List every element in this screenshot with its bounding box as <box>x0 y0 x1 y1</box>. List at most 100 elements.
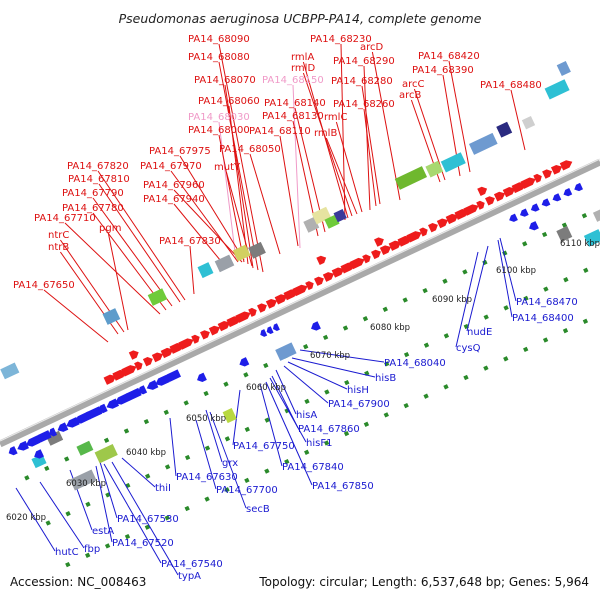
reverse-gene-arrow <box>266 326 274 334</box>
reverse-gene-arrow <box>530 203 540 212</box>
track-tick <box>443 384 449 390</box>
label-leader <box>361 85 381 205</box>
reverse-gene-label: estA <box>92 526 114 537</box>
label-leader <box>275 369 297 415</box>
label-leader <box>497 239 513 318</box>
forward-gene-arrow <box>520 177 536 190</box>
reverse-gene-label: secB <box>246 504 270 515</box>
reverse-gene-arrow <box>239 357 250 367</box>
reverse-gene-arrow <box>272 323 280 331</box>
track-tick <box>362 316 369 322</box>
forward-gene-label: PA14_68280 <box>331 76 393 87</box>
forward-gene-label: PA14_67940 <box>143 194 205 205</box>
label-leader <box>92 197 173 307</box>
label-leader <box>363 108 377 207</box>
reverse-gene-label: grx <box>222 458 238 469</box>
track-tick <box>344 379 350 386</box>
track-tick <box>264 468 270 474</box>
reverse-gene-label: nudE <box>467 327 492 338</box>
reverse-gene-label: PA14_67700 <box>216 485 278 496</box>
feature-box <box>333 208 347 223</box>
feature-box <box>0 362 20 380</box>
forward-gene-label: mutY <box>214 162 241 173</box>
reverse-gene-label: cysQ <box>456 343 481 354</box>
reverse-gene-label: PA14_68040 <box>384 358 446 369</box>
forward-gene-arrow <box>191 334 200 344</box>
forward-gene-arrow <box>305 281 314 291</box>
label-leader <box>340 43 346 221</box>
forward-gene-label: arcB <box>399 90 422 101</box>
feature-box <box>232 244 251 262</box>
track-tick <box>64 456 70 462</box>
track-tick <box>402 297 408 303</box>
forward-gene-arrow <box>331 267 345 278</box>
forward-gene-label: PA14_68070 <box>194 75 256 86</box>
forward-gene-label: PA14_68110 <box>249 126 311 137</box>
forward-gene-label: rmlD <box>291 63 315 74</box>
reverse-gene-arrow <box>197 372 207 383</box>
track-tick <box>203 390 209 397</box>
forward-gene-label: rmlB <box>314 128 337 139</box>
feature-box <box>496 121 513 138</box>
label-leader <box>249 153 281 255</box>
label-leader <box>292 84 301 249</box>
track-tick <box>304 449 310 455</box>
label-leader <box>510 89 526 151</box>
reverse-gene-label: PA14_67540 <box>161 559 223 570</box>
track-tick <box>85 501 91 507</box>
track-tick <box>124 533 131 540</box>
feature-box <box>440 152 466 173</box>
reverse-gene-arrow <box>138 385 148 395</box>
reverse-gene-arrow <box>311 321 321 331</box>
forward-gene-label: PA14_67810 <box>68 174 130 185</box>
label-leader <box>195 419 217 490</box>
forward-gene-arrow <box>502 187 516 198</box>
gene-arrows[interactable] <box>7 158 584 460</box>
forward-gene-label: PA14_68230 <box>310 34 372 45</box>
reverse-gene-arrow <box>8 446 18 456</box>
kbp-label: 6060 kbp <box>246 383 286 393</box>
forward-gene-label: PA14_68150 <box>262 75 324 86</box>
label-leader <box>97 170 186 301</box>
kbp-label: 6080 kbp <box>370 323 410 333</box>
label-leader <box>43 289 109 343</box>
track-tick <box>522 241 528 247</box>
reverse-gene-label: hisA <box>296 410 317 421</box>
track-tick <box>224 487 230 493</box>
label-leader <box>499 237 517 302</box>
track-tick <box>65 561 71 568</box>
track-tick <box>243 372 249 378</box>
label-leader <box>15 487 56 552</box>
track-tick <box>463 374 469 381</box>
reverse-gene-label: PA14_67530 <box>117 514 179 525</box>
track-tick <box>244 426 250 433</box>
forward-gene-label: PA14_68260 <box>333 99 395 110</box>
track-tick <box>223 381 229 387</box>
forward-gene-arrow <box>292 284 308 297</box>
forward-gene-label: ntrB <box>48 242 69 253</box>
forward-gene-label: PA14_68420 <box>418 51 480 62</box>
feature-box <box>102 308 121 325</box>
forward-gene-arrow <box>248 307 257 317</box>
forward-gene-arrow <box>374 237 384 247</box>
forward-gene-arrow <box>388 240 402 251</box>
track-tick <box>103 437 110 443</box>
label-leader <box>99 461 118 519</box>
track-tick <box>442 278 448 284</box>
track-tick <box>343 430 350 437</box>
forward-gene-arrow <box>322 272 335 282</box>
track-tick <box>423 342 430 348</box>
label-leader <box>98 183 181 303</box>
kbp-label: 6020 kbp <box>6 513 46 523</box>
feature-box <box>544 79 570 100</box>
track-tick <box>583 267 589 273</box>
forward-gene-arrow <box>436 218 449 229</box>
label-leader <box>371 51 401 201</box>
track-tick <box>403 402 409 409</box>
feature-box <box>556 226 573 242</box>
track-tick <box>342 325 349 331</box>
forward-gene-arrow <box>142 356 153 367</box>
label-leader <box>299 349 385 363</box>
